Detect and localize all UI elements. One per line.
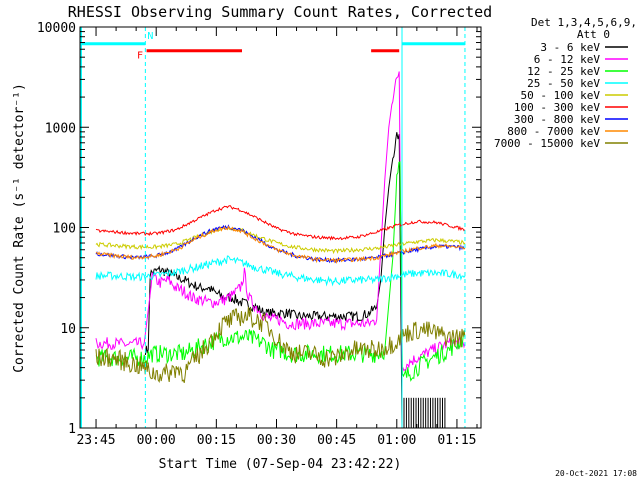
x-tick-label: 01:00 — [377, 433, 416, 448]
chart-title: RHESSI Observing Summary Count Rates, Co… — [68, 3, 492, 21]
series-line-7 — [95, 225, 466, 265]
y-axis-label: Corrected Count Rate (s⁻¹ detector⁻¹) — [12, 83, 27, 373]
legend-entry-label: 3 - 6 keV — [540, 41, 600, 54]
x-tick-label: 00:45 — [317, 433, 356, 448]
y-tick-label: 10 — [60, 322, 76, 337]
legend-entry-label: 300 - 800 keV — [514, 113, 600, 126]
plot-frame — [79, 26, 482, 429]
series-line-5 — [95, 205, 466, 241]
y-axis: 1 10 100 1000 10000 — [37, 21, 481, 437]
x-tick-label: 00:00 — [137, 433, 176, 448]
x-tick-label: 00:30 — [257, 433, 296, 448]
x-tick-label: 00:15 — [197, 433, 236, 448]
legend-entry-label: 50 - 100 keV — [521, 89, 601, 102]
legend-entry-label: 800 - 7000 keV — [507, 125, 600, 138]
series-line-3 — [95, 255, 466, 287]
x-tick-label: 01:15 — [437, 433, 476, 448]
series-line-1 — [95, 71, 466, 372]
legend-header-line1: Det 1,3,4,5,6,9, — [531, 16, 637, 29]
legend-header-line2: Att 0 — [577, 28, 610, 41]
series-line-4 — [95, 225, 466, 255]
night-flag-label: N — [147, 31, 153, 42]
y-tick-label: 10000 — [37, 21, 76, 36]
legend-entry-label: 7000 - 15000 keV — [494, 137, 600, 150]
series-line-2 — [95, 161, 466, 382]
x-tick-label: 23:45 — [76, 433, 115, 448]
legend-entry-label: 6 - 12 keV — [534, 53, 601, 66]
series-line-8 — [95, 307, 466, 383]
x-axis-label: Start Time (07-Sep-04 23:42:22) — [159, 457, 402, 472]
series-layer — [95, 71, 466, 428]
x-axis: 23:45 00:00 00:15 00:30 00:45 01:00 01:15 — [76, 27, 478, 448]
flare-flag-label: F — [137, 51, 143, 62]
y-tick-label: 1 — [68, 422, 76, 437]
legend-entry-label: 12 - 25 keV — [527, 65, 600, 78]
series-line-0 — [144, 132, 403, 428]
y-tick-label: 100 — [53, 222, 76, 237]
footer-timestamp: 20-Oct-2021 17:08 — [555, 469, 637, 478]
legend-entry-label: 25 - 50 keV — [527, 77, 600, 90]
legend-entry-label: 100 - 300 keV — [514, 101, 600, 114]
y-tick-label: 1000 — [45, 121, 76, 136]
